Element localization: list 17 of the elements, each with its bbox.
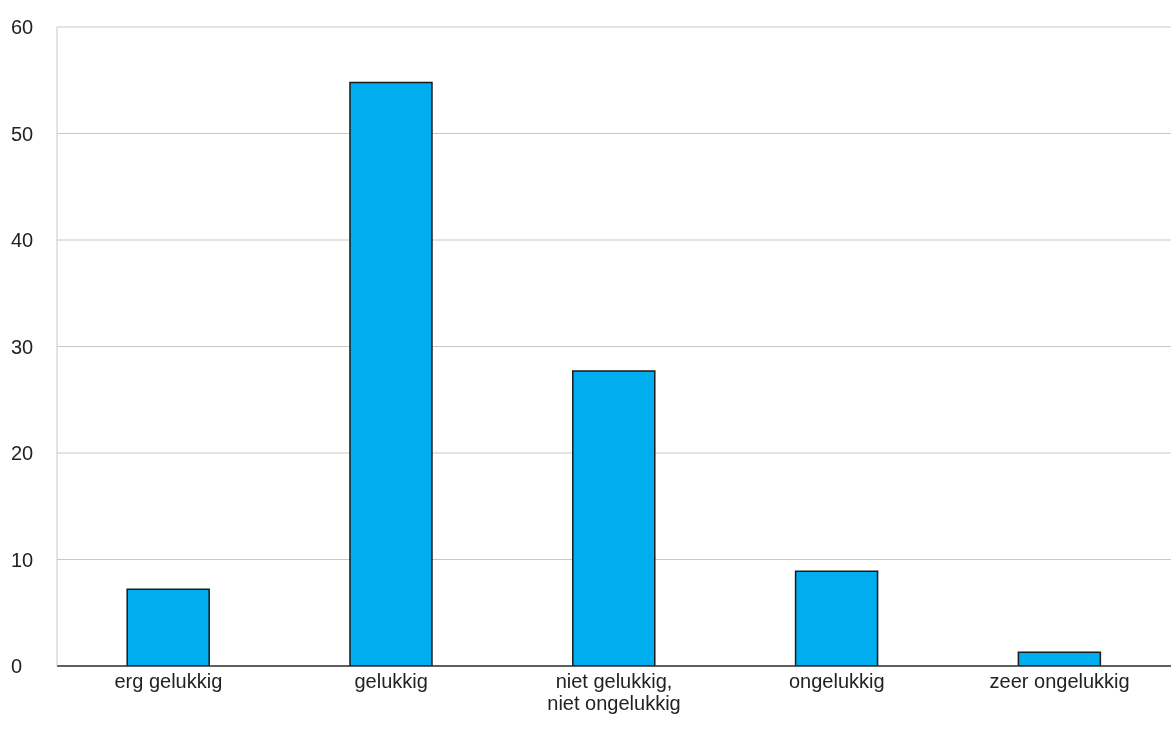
bar: [126, 588, 210, 666]
x-tick-label: zeer ongelukkig: [989, 670, 1130, 692]
bar: [1017, 651, 1102, 666]
x-tick-label: gelukkig: [354, 670, 428, 692]
bar: [349, 81, 433, 666]
bar: [794, 570, 879, 666]
y-tick-label: 20: [11, 442, 34, 465]
x-tick-label: ongelukkig: [788, 670, 885, 692]
y-tick-label: 10: [11, 548, 34, 571]
bar: [572, 370, 656, 666]
y-tick-label: 60: [11, 16, 34, 39]
y-tick-label: 0: [11, 655, 23, 678]
x-tick-label: erg gelukkig: [114, 670, 223, 692]
y-tick-label: 30: [11, 335, 34, 358]
y-tick-label: 50: [11, 122, 34, 145]
y-tick-label: 40: [11, 229, 34, 252]
x-tick-label: niet gelukkig, niet ongelukkig: [547, 670, 681, 714]
